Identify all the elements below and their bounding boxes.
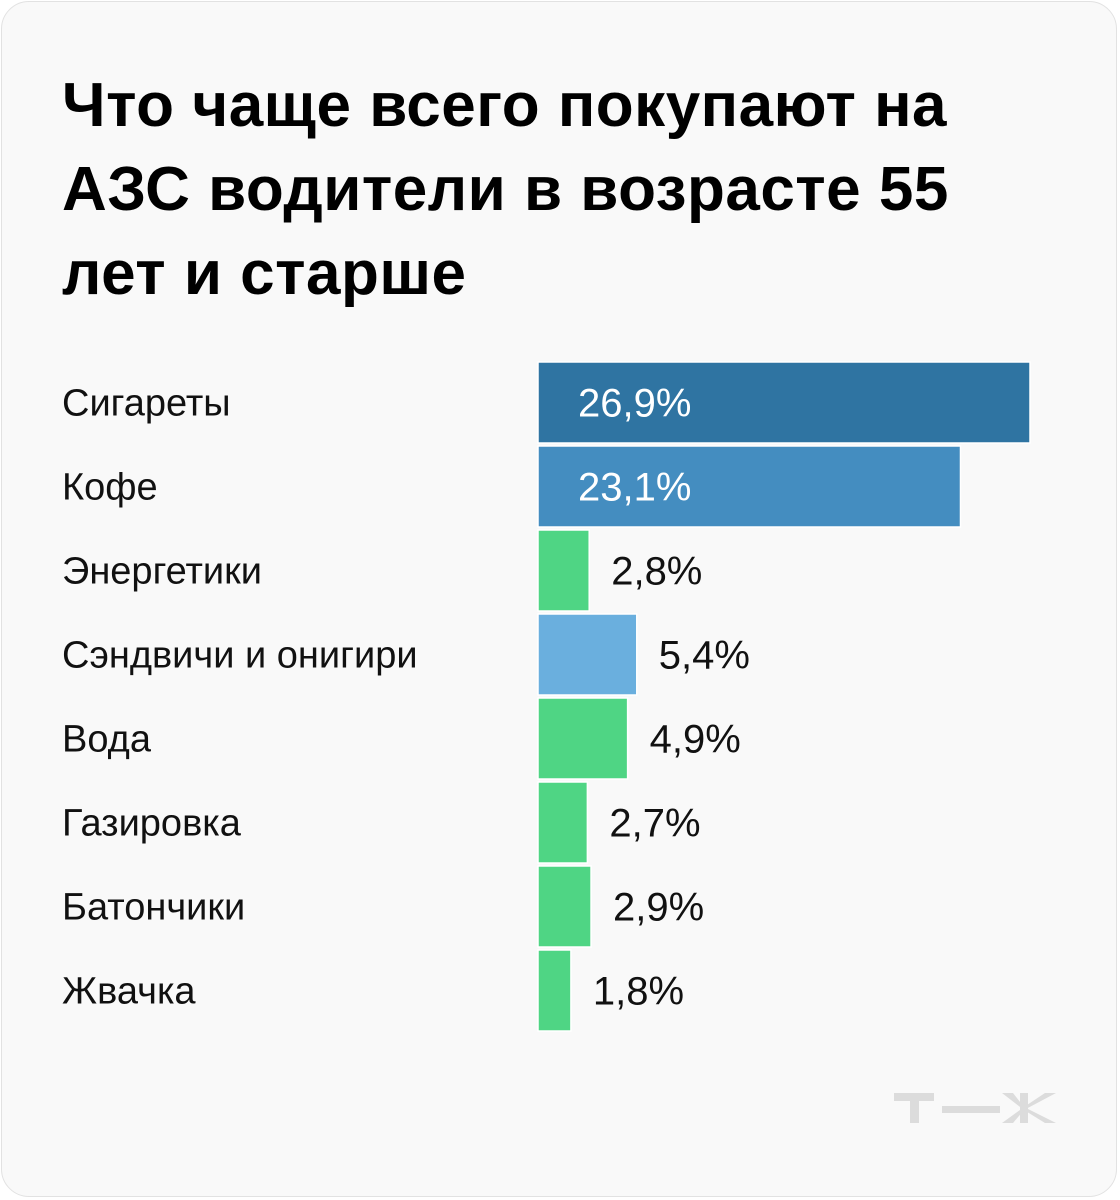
bar [537, 361, 1031, 444]
bar [537, 529, 590, 612]
category-label: Сэндвичи и онигири [62, 635, 418, 677]
value-label: 2,8% [611, 550, 702, 594]
bar [537, 445, 962, 528]
value-label: 26,9% [578, 382, 691, 426]
bar [537, 613, 638, 696]
category-label: Батончики [62, 887, 245, 929]
bar [537, 949, 572, 1032]
value-label: 2,9% [613, 886, 704, 930]
value-label: 1,8% [593, 970, 684, 1014]
tzh-logo [894, 1093, 1056, 1123]
category-label: Кофе [62, 467, 158, 509]
category-label: Сигареты [62, 383, 231, 425]
value-label: 5,4% [659, 634, 750, 678]
value-label: 4,9% [650, 718, 741, 762]
value-label: 2,7% [609, 802, 700, 846]
chart-title: Что чаще всего покупают на АЗС водители … [62, 71, 949, 308]
category-label: Жвачка [62, 971, 196, 1013]
category-label: Газировка [62, 803, 242, 845]
bar [537, 781, 589, 864]
value-label: 23,1% [578, 466, 691, 510]
bar [537, 865, 592, 948]
category-label: Вода [62, 719, 152, 761]
bar [537, 697, 629, 780]
category-label: Энергетики [62, 551, 262, 593]
